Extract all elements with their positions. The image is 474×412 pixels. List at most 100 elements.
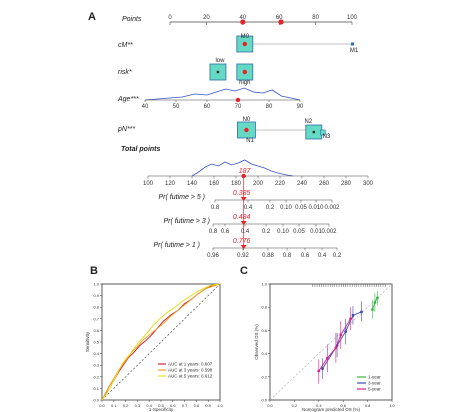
survival-tick-label: 0.2 (262, 229, 271, 235)
roc-x-tick-label: 0.6 (170, 403, 176, 408)
total-value: 187 (239, 168, 252, 175)
cal-point (375, 296, 379, 300)
cal-x-axis-label: Nomogram predicted OS (%) (302, 407, 361, 412)
cal-point (351, 313, 355, 317)
points-tick-label: 80 (312, 15, 319, 21)
survival-tick-label: 0.4 (241, 229, 250, 235)
cal-y-tick-label: 0.4 (261, 351, 267, 356)
roc-y-tick-label: 0.8 (93, 305, 99, 310)
survival-tick-label: 0.2 (266, 205, 275, 211)
cal-point (344, 330, 348, 333)
roc-legend-label: AUC at 1 years: 0.607 (168, 362, 213, 367)
survival-tick-label: 0.2 (333, 253, 342, 259)
survival-tick-label: 0.4 (318, 253, 327, 259)
cal-y-axis-label: Observed OS (%) (254, 324, 259, 360)
roc-x-tick-label: 1.0 (217, 403, 223, 408)
cal-y-tick-label: 0.0 (261, 398, 267, 403)
survival-tick-label: 0.92 (237, 253, 249, 259)
survival-tick-label: 0.6 (221, 229, 230, 235)
row-label: Age*** (117, 96, 139, 103)
total-tick-label: 120 (165, 181, 176, 187)
survival-tick-label: 0.10 (277, 229, 289, 235)
risk-level-label: high (239, 80, 250, 86)
cal-frame (269, 283, 393, 401)
row-label: Points (122, 16, 142, 23)
points-tick-label: 0 (168, 15, 172, 21)
age-tick-label: 80 (266, 104, 273, 110)
points-tick-label: 20 (203, 15, 210, 21)
cal-series-line (318, 318, 351, 372)
survival-axis-label: Pr( futime > 5 ) (159, 194, 205, 201)
panel-label-c: C (240, 265, 248, 277)
roc-y-tick-label: 0.0 (93, 398, 99, 403)
cal-legend-label: 5-year (368, 387, 381, 392)
roc-y-tick-label: 0.3 (93, 363, 99, 368)
survival-value: 0.776 (233, 238, 251, 245)
survival-tick-label: 0.6 (301, 253, 310, 259)
cm-level-label: M0 (241, 34, 250, 40)
roc-curve (101, 283, 221, 401)
survival-tick-label: 0.8 (283, 253, 292, 259)
cal-x-tick-label: 0.0 (267, 403, 273, 408)
row-label: risk* (118, 69, 132, 76)
roc-x-tick-label: 0.1 (111, 403, 117, 408)
cal-y-tick-label: 1.0 (261, 282, 267, 287)
total-tick-label: 260 (319, 181, 330, 187)
survival-axis-label: Pr( futime > 1 ) (154, 242, 200, 249)
cal-point (317, 369, 321, 373)
points-marker (278, 19, 284, 25)
cal-point (321, 367, 324, 371)
total-tick-label: 100 (143, 181, 154, 187)
survival-tick-label: 0.002 (321, 229, 337, 235)
cm-m1-box (351, 42, 354, 46)
total-tick-label: 140 (187, 181, 198, 187)
pn-marker (244, 127, 249, 133)
roc-y-tick-label: 0.2 (93, 374, 99, 379)
total-tick-label: 180 (231, 181, 242, 187)
pn-level-label: N0 (243, 117, 251, 123)
survival-value: 0.484 (233, 214, 251, 221)
survival-tick-label: 0.8 (211, 205, 220, 211)
roc-x-tick-label: 0.3 (135, 403, 141, 408)
risk-level-label: low (215, 58, 225, 64)
calibration-chart: 0.00.0 0.2 0.2 0.4 0.4 0.6 0.6 0.8 0.8 1.0 1.0 Nomo… (254, 282, 396, 412)
points-tick-label: 60 (276, 15, 283, 21)
roc-y-tick-label: 0.5 (93, 340, 99, 345)
roc-x-axis-label: 1-Specificity (149, 407, 174, 412)
roc-x-tick-label: 0.8 (194, 403, 200, 408)
survival-axis-label: Pr( futime > 3 ) (164, 218, 210, 225)
roc-x-tick-label: 0.9 (205, 403, 211, 408)
roc-y-tick-label: 0.9 (93, 293, 99, 298)
pn-level-label: N2 (304, 119, 312, 125)
total-tick-label: 240 (297, 181, 308, 187)
cal-point (373, 301, 377, 304)
cal-point (325, 356, 329, 360)
points-marker (240, 19, 246, 25)
age-tick-label: 60 (204, 104, 211, 110)
cal-y-tick-label: 0.6 (261, 328, 267, 333)
risk-marker (242, 69, 247, 75)
cm-level-label: M1 (350, 48, 359, 54)
pn-level-label: N1 (246, 138, 254, 144)
survival-tick-label: 0.01 (310, 229, 322, 235)
cal-ideal-line (269, 283, 393, 401)
roc-y-axis-label: Sensitivity (85, 331, 90, 352)
age-tick-label: 90 (297, 104, 304, 110)
survival-tick-label: 0.10 (280, 205, 292, 211)
roc-x-tick-label: 0.0 (99, 403, 105, 408)
total-density-curve (191, 159, 294, 177)
survival-tick-label: 0.002 (324, 205, 340, 211)
total-tick-label: 220 (275, 181, 286, 187)
roc-y-tick-label: 0.6 (93, 328, 99, 333)
pn-dot (312, 130, 316, 134)
pn-n3-box (320, 129, 326, 136)
roc-chart: 0.00.0 0.1 0.1 0.2 0.2 0.3 0.3 0.4 0.4 0.5 0.5 0.6 0… (85, 282, 224, 412)
roc-y-tick-label: 0.7 (93, 316, 99, 321)
survival-value: 0.385 (233, 190, 251, 197)
roc-y-tick-label: 1.0 (93, 282, 99, 287)
cal-x-tick-label: 0.4 (316, 403, 322, 408)
cal-x-tick-label: 0.6 (340, 403, 346, 408)
cal-x-tick-label: 1.0 (389, 403, 395, 408)
points-tick-label: 100 (347, 15, 358, 21)
